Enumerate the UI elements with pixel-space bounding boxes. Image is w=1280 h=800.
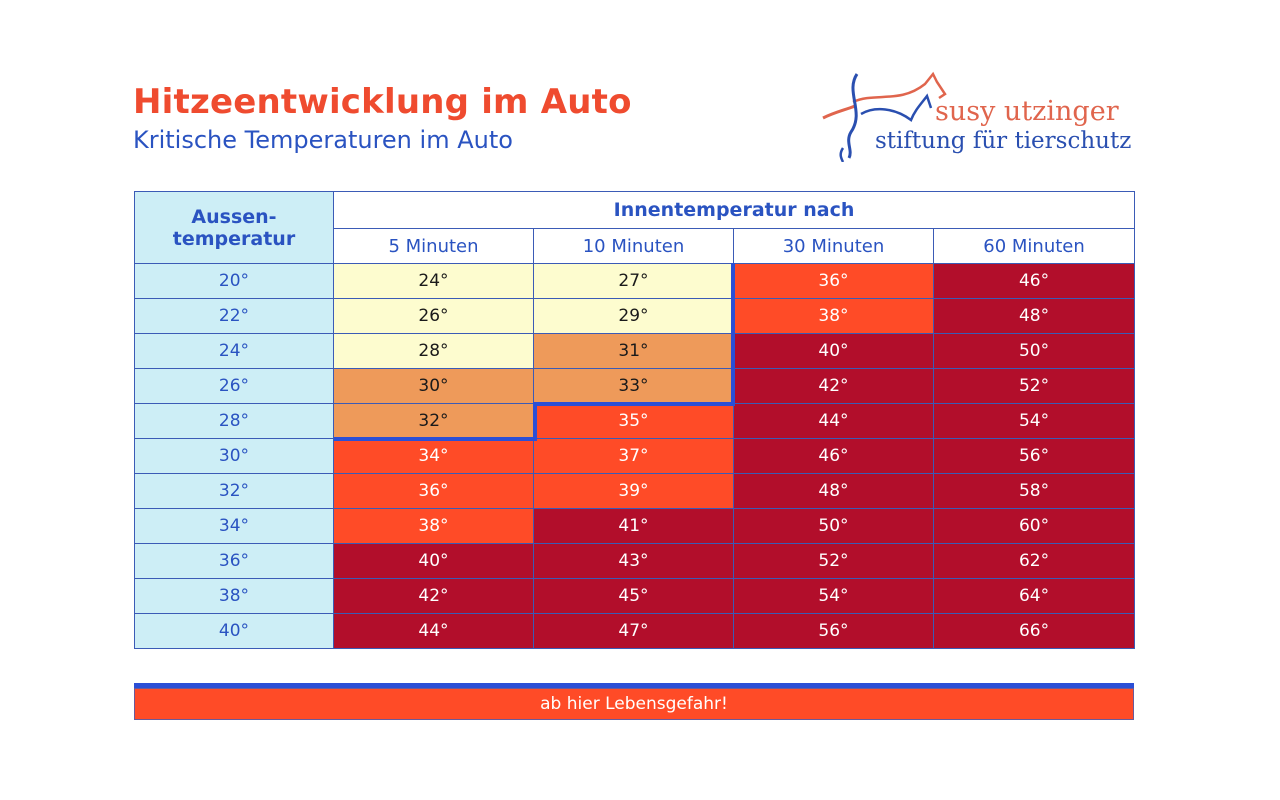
inside-temperature-cell: 30° (333, 368, 534, 404)
table-row: 24° 28° 31° 40° 50° (134, 333, 1136, 369)
inside-temperature-cell: 43° (533, 543, 734, 579)
inside-temperature-cell: 62° (932, 543, 1136, 579)
column-header-5min: 5 Minuten (333, 228, 534, 264)
inside-temperature-cell: 52° (733, 543, 934, 579)
outside-temperature-cell: 40° (134, 613, 334, 649)
column-header-30min: 30 Minuten (733, 228, 934, 264)
outside-temperature-cell: 22° (134, 298, 334, 334)
outside-temperature-cell: 28° (134, 403, 334, 439)
table-row: 32° 36° 39° 48° 58° (134, 473, 1136, 509)
inside-temperature-cell: 27° (533, 263, 734, 299)
outside-header-line1: Aussen- (191, 205, 277, 228)
outside-header-line2: temperatur (172, 227, 296, 250)
inside-temperature-cell: 29° (533, 298, 734, 334)
table-row: 28° 32° 35° 44° 54° (134, 403, 1136, 439)
table-row: 30° 34° 37° 46° 56° (134, 438, 1136, 474)
legend-danger-line (134, 683, 1134, 688)
outside-temperature-cell: 26° (134, 368, 334, 404)
outside-temperature-header: Aussen- temperatur (134, 191, 334, 264)
inside-temperature-cell: 48° (733, 473, 934, 509)
legend-label: ab hier Lebensgefahr! (134, 688, 1134, 720)
table-row: 20° 24° 27° 36° 46° (134, 263, 1136, 299)
danger-boundary-line (334, 437, 537, 441)
inside-temperature-cell: 40° (333, 543, 534, 579)
outside-temperature-cell: 36° (134, 543, 334, 579)
inside-temperature-cell: 35° (533, 403, 734, 439)
column-header-10min: 10 Minuten (533, 228, 734, 264)
table-row: 26° 30° 33° 42° 52° (134, 368, 1136, 404)
page-title: Hitzeentwicklung im Auto (133, 82, 632, 122)
danger-boundary-line (533, 402, 735, 406)
inside-temperature-cell: 58° (932, 473, 1136, 509)
inside-temperature-cell: 48° (932, 298, 1136, 334)
table-row: 38° 42° 45° 54° 64° (134, 578, 1136, 614)
logo-tagline: stiftung für tierschutz (875, 128, 1132, 154)
inside-temperature-cell: 24° (333, 263, 534, 299)
inside-temperature-cell: 47° (533, 613, 734, 649)
table-row: 22° 26° 29° 38° 48° (134, 298, 1136, 334)
animal-silhouette-icon (822, 71, 947, 162)
inside-temperature-cell: 37° (533, 438, 734, 474)
inside-temperature-cell: 54° (733, 578, 934, 614)
inside-temperature-cell: 26° (333, 298, 534, 334)
inside-temperature-cell: 66° (932, 613, 1136, 649)
inside-temperature-cell: 44° (333, 613, 534, 649)
page-subtitle: Kritische Temperaturen im Auto (133, 126, 513, 154)
outside-temperature-cell: 32° (134, 473, 334, 509)
inside-temperature-cell: 56° (932, 438, 1136, 474)
outside-temperature-cell: 34° (134, 508, 334, 544)
inside-temperature-cell: 31° (533, 333, 734, 369)
inside-temperature-cell: 50° (733, 508, 934, 544)
inside-temperature-cell: 44° (733, 403, 934, 439)
outside-temperature-cell: 30° (134, 438, 334, 474)
inside-temperature-cell: 56° (733, 613, 934, 649)
inside-temperature-cell: 38° (733, 298, 934, 334)
inside-temperature-cell: 45° (533, 578, 734, 614)
inside-temperature-cell: 54° (932, 403, 1136, 439)
logo: susy utzinger stiftung für tierschutz (815, 62, 1145, 172)
inside-temperature-cell: 52° (932, 368, 1136, 404)
outside-temperature-cell: 20° (134, 263, 334, 299)
column-header-60min: 60 Minuten (932, 228, 1136, 264)
inside-temperature-cell: 41° (533, 508, 734, 544)
table-row: 36° 40° 43° 52° 62° (134, 543, 1136, 579)
inside-temperature-cell: 36° (333, 473, 534, 509)
table-row: 34° 38° 41° 50° 60° (134, 508, 1136, 544)
inside-temperature-cell: 42° (733, 368, 934, 404)
inside-temperature-cell: 46° (733, 438, 934, 474)
inside-temperature-cell: 38° (333, 508, 534, 544)
outside-temperature-cell: 24° (134, 333, 334, 369)
inside-temperature-cell: 39° (533, 473, 734, 509)
logo-name: susy utzinger (935, 96, 1119, 127)
danger-boundary-line (731, 263, 735, 405)
danger-boundary-line (533, 402, 537, 440)
inside-temperature-cell: 33° (533, 368, 734, 404)
inside-temperature-cell: 50° (932, 333, 1136, 369)
inside-temperature-cell: 46° (932, 263, 1136, 299)
inside-temperature-cell: 32° (333, 403, 534, 439)
inside-temperature-cell: 42° (333, 578, 534, 614)
inside-temperature-cell: 34° (333, 438, 534, 474)
legend: ab hier Lebensgefahr! (134, 683, 1134, 720)
temperature-table: Aussen- temperatur Innentemperatur nach … (134, 191, 1136, 649)
table-row: 40° 44° 47° 56° 66° (134, 613, 1136, 649)
inside-temperature-cell: 60° (932, 508, 1136, 544)
inside-temperature-cell: 40° (733, 333, 934, 369)
inside-temperature-cell: 28° (333, 333, 534, 369)
inside-temperature-cell: 64° (932, 578, 1136, 614)
outside-temperature-cell: 38° (134, 578, 334, 614)
inside-temperature-header: Innentemperatur nach (332, 191, 1136, 229)
inside-temperature-cell: 36° (733, 263, 934, 299)
